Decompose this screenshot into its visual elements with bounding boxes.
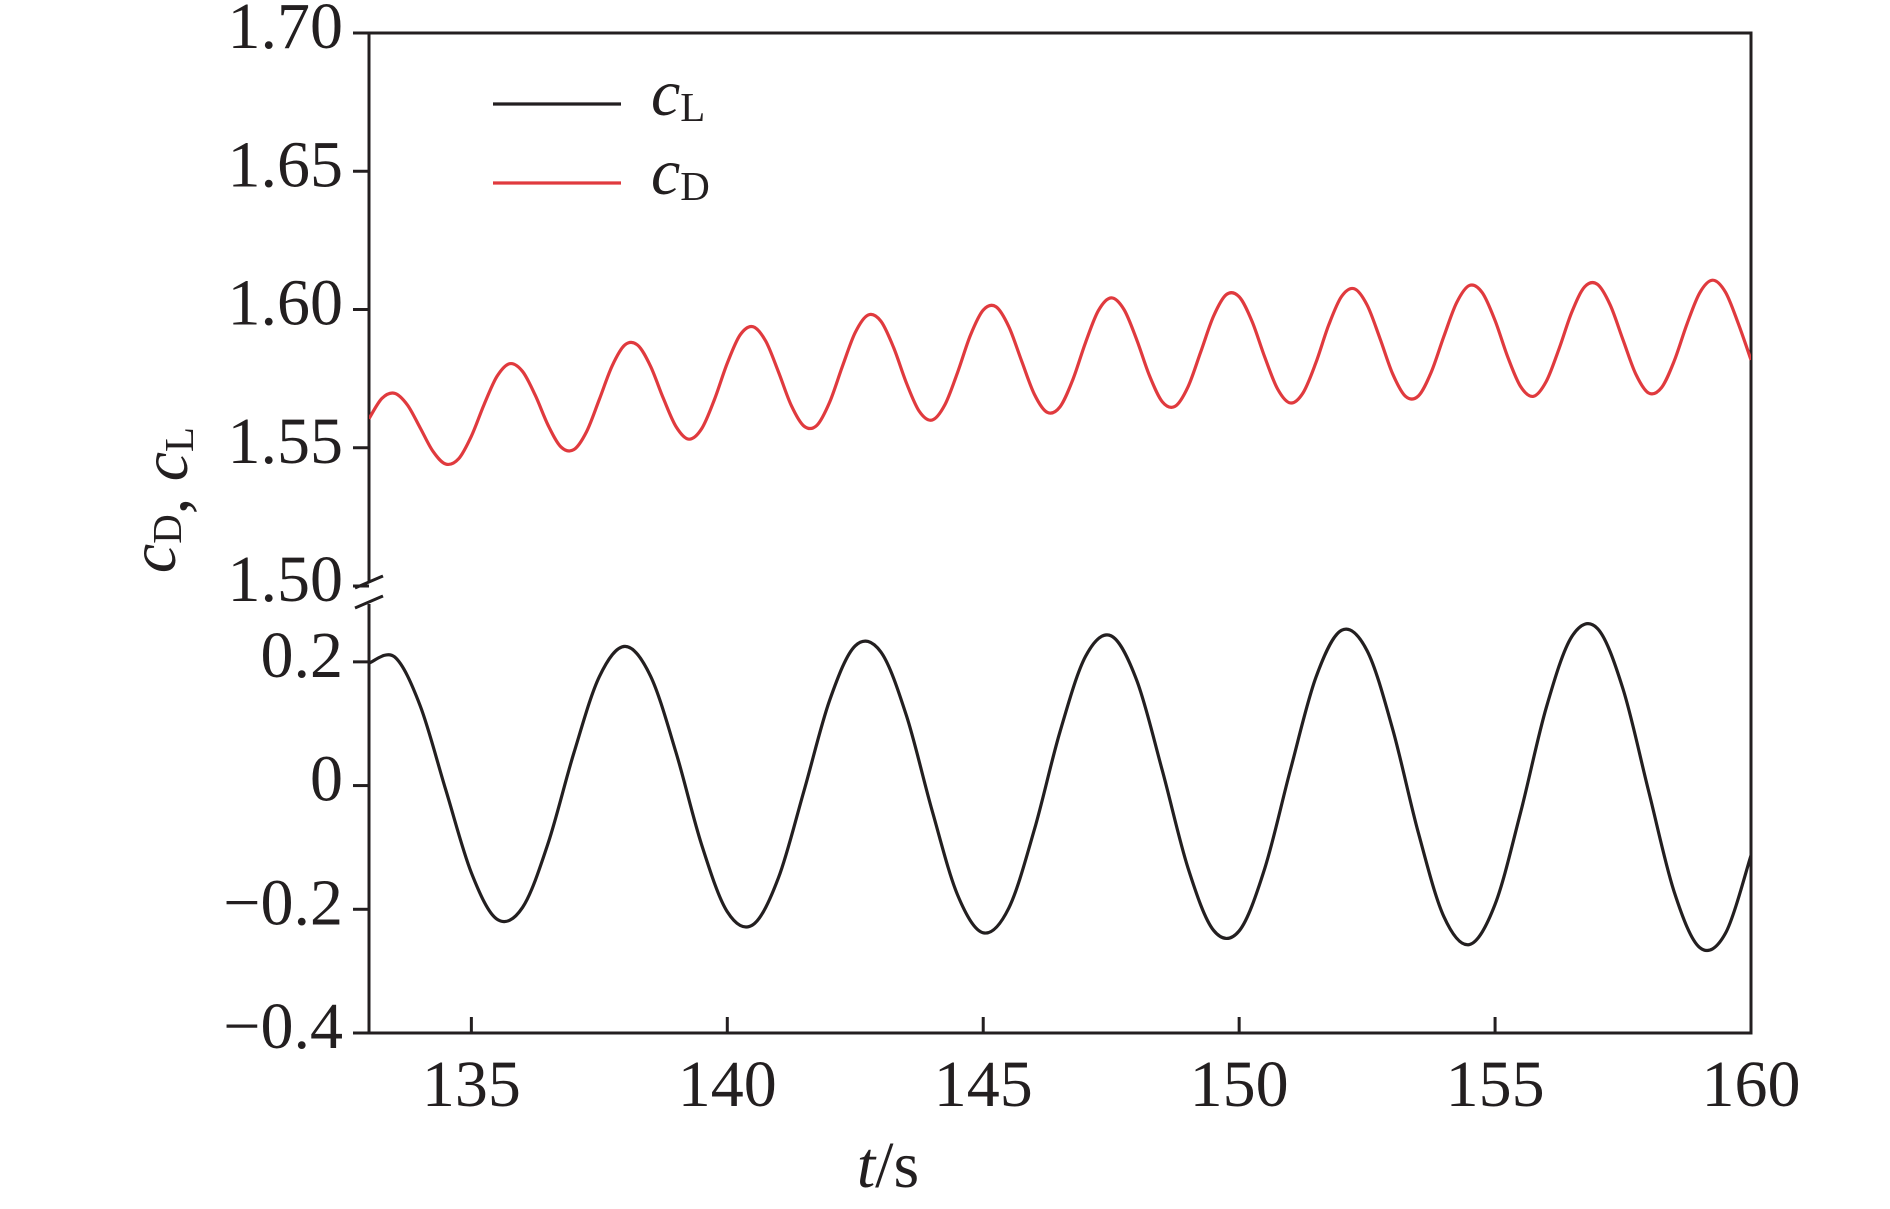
y-tick-label: 1.70 — [228, 0, 344, 63]
x-axis-label: t/s — [857, 1129, 919, 1202]
y-tick-label: −0.4 — [223, 990, 343, 1063]
y-axis-label: cD, cL — [117, 427, 202, 573]
y-tick-label: −0.2 — [223, 866, 343, 939]
legend-label: cL — [651, 57, 705, 130]
axis-break — [354, 574, 384, 610]
data-line — [369, 278, 1751, 467]
y-tick-label: 1.60 — [228, 267, 344, 340]
x-tick-label: 155 — [1446, 1048, 1545, 1121]
x-tick-label: 150 — [1190, 1048, 1289, 1121]
x-tick-label: 140 — [678, 1048, 777, 1121]
x-tick-label: 160 — [1702, 1048, 1801, 1121]
y-tick-label: 1.50 — [228, 543, 344, 616]
y-tick-label: 0.2 — [261, 619, 344, 692]
legend-label: cD — [651, 136, 710, 209]
y-tick-label: 0 — [310, 743, 343, 816]
data-line — [369, 622, 1751, 953]
x-tick-label: 135 — [422, 1048, 521, 1121]
y-tick-label: 1.55 — [228, 405, 344, 478]
x-tick-label: 145 — [934, 1048, 1033, 1121]
plot-area — [369, 278, 1751, 953]
y-tick-label: 1.65 — [228, 128, 344, 201]
